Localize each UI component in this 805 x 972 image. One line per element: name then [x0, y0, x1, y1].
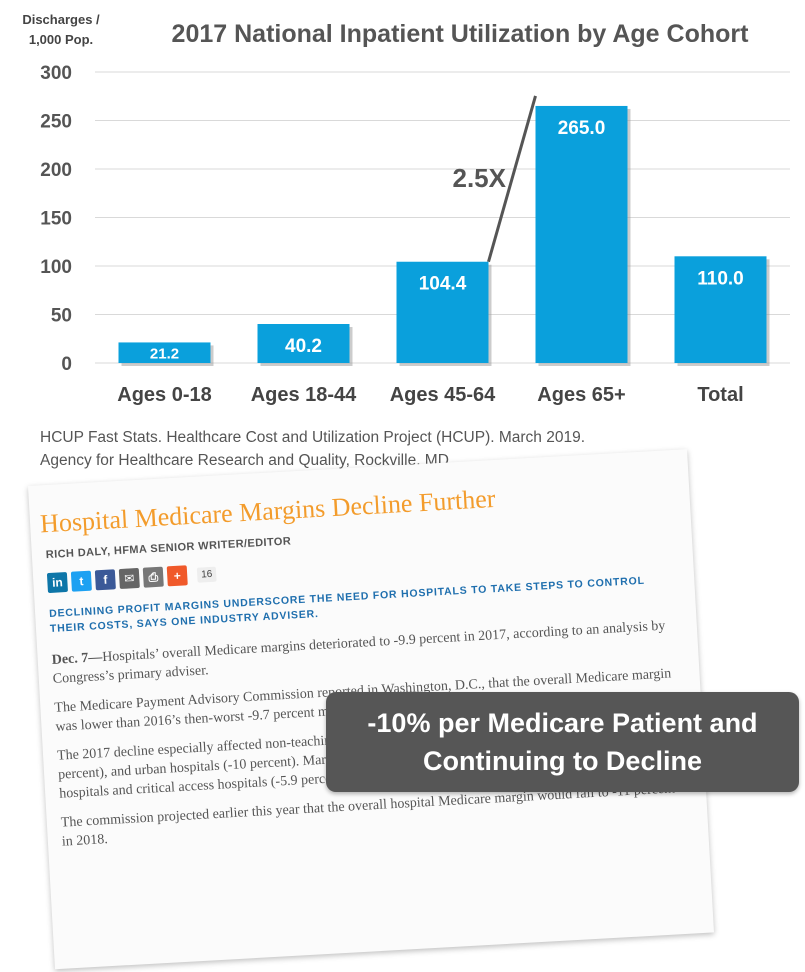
- y-axis-unit-label: Discharges / 1,000 Pop.: [6, 10, 116, 50]
- facebook-icon[interactable]: f: [94, 569, 116, 591]
- chart-title: 2017 National Inpatient Utilization by A…: [172, 20, 750, 48]
- annotation-line: [487, 95, 537, 263]
- x-category-label: Ages 65+: [537, 384, 625, 406]
- bar-value-label: 21.2: [150, 346, 179, 363]
- bar: [118, 342, 211, 363]
- bar-value-label: 110.0: [697, 268, 744, 289]
- annotation: 2.5X: [453, 95, 537, 263]
- y-tick-label: 200: [40, 160, 72, 181]
- callout-line-2: Continuing to Decline: [423, 746, 702, 776]
- y-tick-label: 250: [40, 112, 72, 133]
- source-citation: HCUP Fast Stats. Healthcare Cost and Uti…: [40, 426, 780, 472]
- bar: [396, 261, 489, 363]
- y-tick-label: 50: [51, 306, 72, 327]
- bar-value-label: 40.2: [285, 336, 322, 357]
- y-tick-label: 100: [40, 257, 72, 278]
- plus-icon[interactable]: +: [166, 565, 188, 587]
- bar-value-label: 104.4: [419, 274, 467, 295]
- share-count: 16: [196, 566, 217, 583]
- print-icon[interactable]: ⎙: [142, 566, 164, 588]
- linkedin-icon[interactable]: in: [46, 571, 68, 594]
- x-category-label: Ages 45-64: [390, 384, 496, 406]
- share-buttons: in t f ✉ ⎙ +16: [46, 564, 217, 594]
- y-tick-label: 0: [61, 354, 72, 375]
- bar: [535, 105, 628, 363]
- x-category-label: Ages 0-18: [117, 384, 212, 406]
- email-icon[interactable]: ✉: [118, 567, 140, 590]
- x-category-label: Ages 18-44: [251, 384, 357, 406]
- y-axis-unit-line-1: Discharges /: [22, 12, 100, 27]
- annotation-label: 2.5X: [453, 163, 507, 193]
- bar-chart: 2017 National Inpatient Utilization by A…: [40, 20, 790, 406]
- y-tick-label: 150: [40, 209, 72, 230]
- article-byline: RICH DALY, HFMA SENIOR WRITER/EDITOR: [45, 535, 292, 562]
- y-axis-unit-line-2: 1,000 Pop.: [28, 32, 94, 47]
- x-category-label: Total: [697, 384, 743, 406]
- bar-value-label: 265.0: [558, 118, 606, 139]
- twitter-icon[interactable]: t: [70, 570, 92, 592]
- callout-line-1: -10% per Medicare Patient and: [367, 708, 758, 738]
- article-title: Hospital Medicare Margins Decline Furthe…: [39, 483, 497, 539]
- callout-box: -10% per Medicare Patient and Continuing…: [326, 692, 799, 792]
- article-dateline: Dec. 7—: [51, 650, 103, 668]
- y-tick-label: 300: [40, 63, 72, 84]
- bar: [257, 324, 350, 363]
- bar: [674, 256, 767, 363]
- source-line-1: HCUP Fast Stats. Healthcare Cost and Uti…: [40, 429, 585, 446]
- source-line-2: Agency for Healthcare Research and Quali…: [40, 452, 454, 469]
- bars: 21.2 Ages 0-18 40.2 Ages 18-44 104.4 Ages 45-…: [117, 105, 770, 406]
